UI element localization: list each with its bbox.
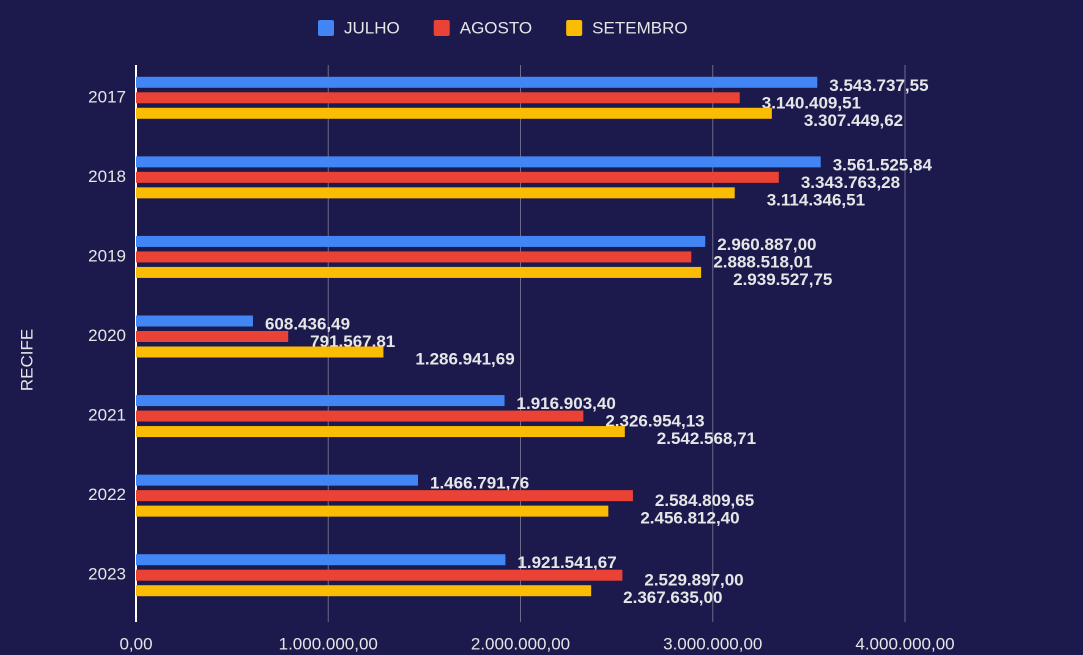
legend-swatch <box>318 20 334 36</box>
value-label: 2.367.635,00 <box>623 588 722 607</box>
y-axis-label: RECIFE <box>17 329 36 391</box>
bar <box>136 266 702 278</box>
value-label: 608.436,49 <box>265 314 350 333</box>
y-tick-label: 2017 <box>88 87 126 106</box>
legend-label: AGOSTO <box>460 18 532 37</box>
value-label: 2.584.809,65 <box>655 491 754 510</box>
value-label: 2.456.812,40 <box>640 509 739 528</box>
bar <box>136 187 735 199</box>
x-tick-label: 4.000.000,00 <box>855 634 954 653</box>
y-tick-label: 2021 <box>88 406 126 425</box>
bar <box>136 235 706 247</box>
bar <box>136 426 625 438</box>
value-label: 791.567,81 <box>310 332 395 351</box>
legend-swatch <box>566 20 583 36</box>
bar <box>136 171 779 183</box>
value-label: 3.343.763,28 <box>801 173 900 192</box>
x-tick-label: 0,00 <box>119 634 152 653</box>
value-label: 3.307.449,62 <box>804 111 903 130</box>
value-label: 2.939.527,75 <box>733 270 832 289</box>
bar <box>136 505 609 517</box>
value-label: 2.960.887,00 <box>717 235 816 254</box>
bar <box>136 585 592 597</box>
value-label: 2.326.954,13 <box>605 412 704 431</box>
value-label: 1.921.541,67 <box>517 553 616 572</box>
bar <box>136 474 418 486</box>
bar <box>136 490 633 502</box>
y-tick-label: 2023 <box>88 565 126 584</box>
value-label: 3.561.525,84 <box>833 155 933 174</box>
bar <box>136 92 740 104</box>
y-tick-label: 2020 <box>88 326 126 345</box>
bar <box>136 395 505 407</box>
bar <box>136 346 384 358</box>
value-label: 1.466.791,76 <box>430 474 529 493</box>
bar <box>136 315 253 327</box>
value-label: 2.888.518,01 <box>713 252 812 271</box>
value-label: 2.529.897,00 <box>644 571 743 590</box>
legend-label: SETEMBRO <box>592 18 687 37</box>
value-label: 1.286.941,69 <box>415 349 514 368</box>
value-label: 1.916.903,40 <box>517 394 616 413</box>
value-label: 3.543.737,55 <box>829 76 928 95</box>
bar <box>136 331 289 342</box>
y-tick-label: 2022 <box>88 485 126 504</box>
bar <box>136 410 584 422</box>
x-tick-label: 3.000.000,00 <box>663 634 762 653</box>
x-tick-label: 1.000.000,00 <box>279 634 378 653</box>
bar <box>136 156 821 168</box>
legend-swatch <box>433 20 450 36</box>
value-label: 3.140.409,51 <box>762 93 861 112</box>
value-label: 3.114.346,51 <box>767 190 865 209</box>
bar <box>136 107 772 119</box>
y-tick-label: 2019 <box>88 246 126 265</box>
legend-label: JULHO <box>344 18 400 37</box>
bar <box>136 569 623 581</box>
y-tick-label: 2018 <box>88 167 126 186</box>
bar <box>136 554 506 566</box>
bar <box>136 251 692 263</box>
x-tick-label: 2.000.000,00 <box>471 634 570 653</box>
bar <box>136 76 818 88</box>
value-label: 2.542.568,71 <box>657 429 756 448</box>
